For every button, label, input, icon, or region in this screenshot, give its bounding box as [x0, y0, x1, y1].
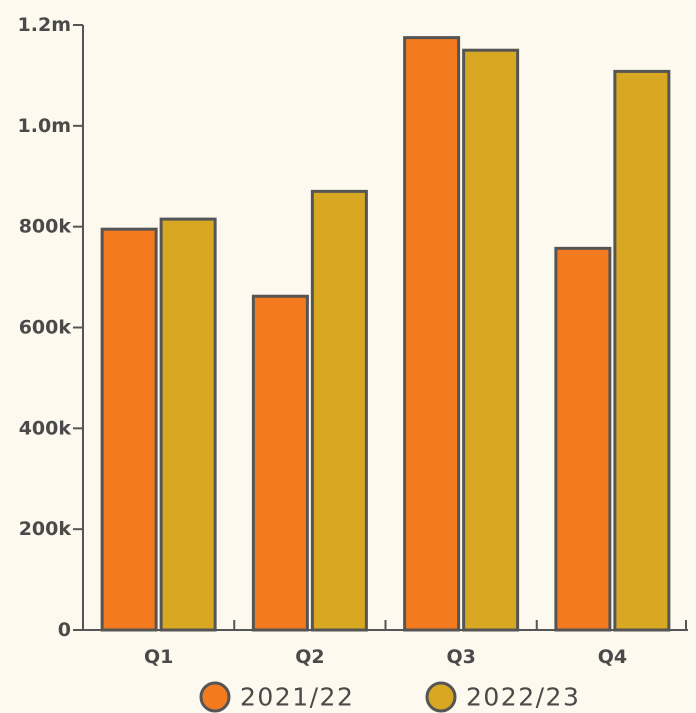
bars-layer	[100, 36, 671, 632]
y-tick-label: 400k	[19, 417, 72, 439]
y-tick-label: 1.2m	[18, 14, 71, 36]
legend-label: 2022/23	[466, 683, 580, 712]
y-tick-label: 800k	[19, 216, 72, 238]
axes-layer	[73, 24, 688, 631]
bar-2022-23-q4	[613, 69, 671, 632]
x-tick-label: Q1	[144, 646, 173, 668]
legend-label: 2021/22	[240, 683, 354, 712]
labels-layer: 0 200k 400k 600k 800k 1.0m 1.2m Q1 Q2 Q3 Q4	[18, 14, 628, 668]
x-tick-label: Q2	[295, 646, 324, 668]
bar-2021-22-q2	[251, 294, 309, 632]
legend: 2021/22 2022/23	[199, 681, 580, 713]
x-tick-label: Q4	[598, 646, 627, 668]
legend-swatch	[199, 681, 231, 713]
y-tick-label: 0	[58, 619, 71, 641]
bar-2021-22-q3	[403, 36, 461, 632]
bar-2022-23-q2	[310, 189, 368, 632]
legend-swatch	[425, 681, 457, 713]
bar-2021-22-q4	[554, 246, 612, 632]
bar-2022-23-q1	[159, 217, 217, 632]
x-tick-label: Q3	[446, 646, 475, 668]
y-tick-label: 200k	[19, 518, 72, 540]
y-tick-label: 1.0m	[18, 115, 71, 137]
bar-2021-22-q1	[100, 227, 158, 632]
y-tick-label: 600k	[19, 317, 72, 339]
bar-2022-23-q3	[462, 48, 520, 632]
